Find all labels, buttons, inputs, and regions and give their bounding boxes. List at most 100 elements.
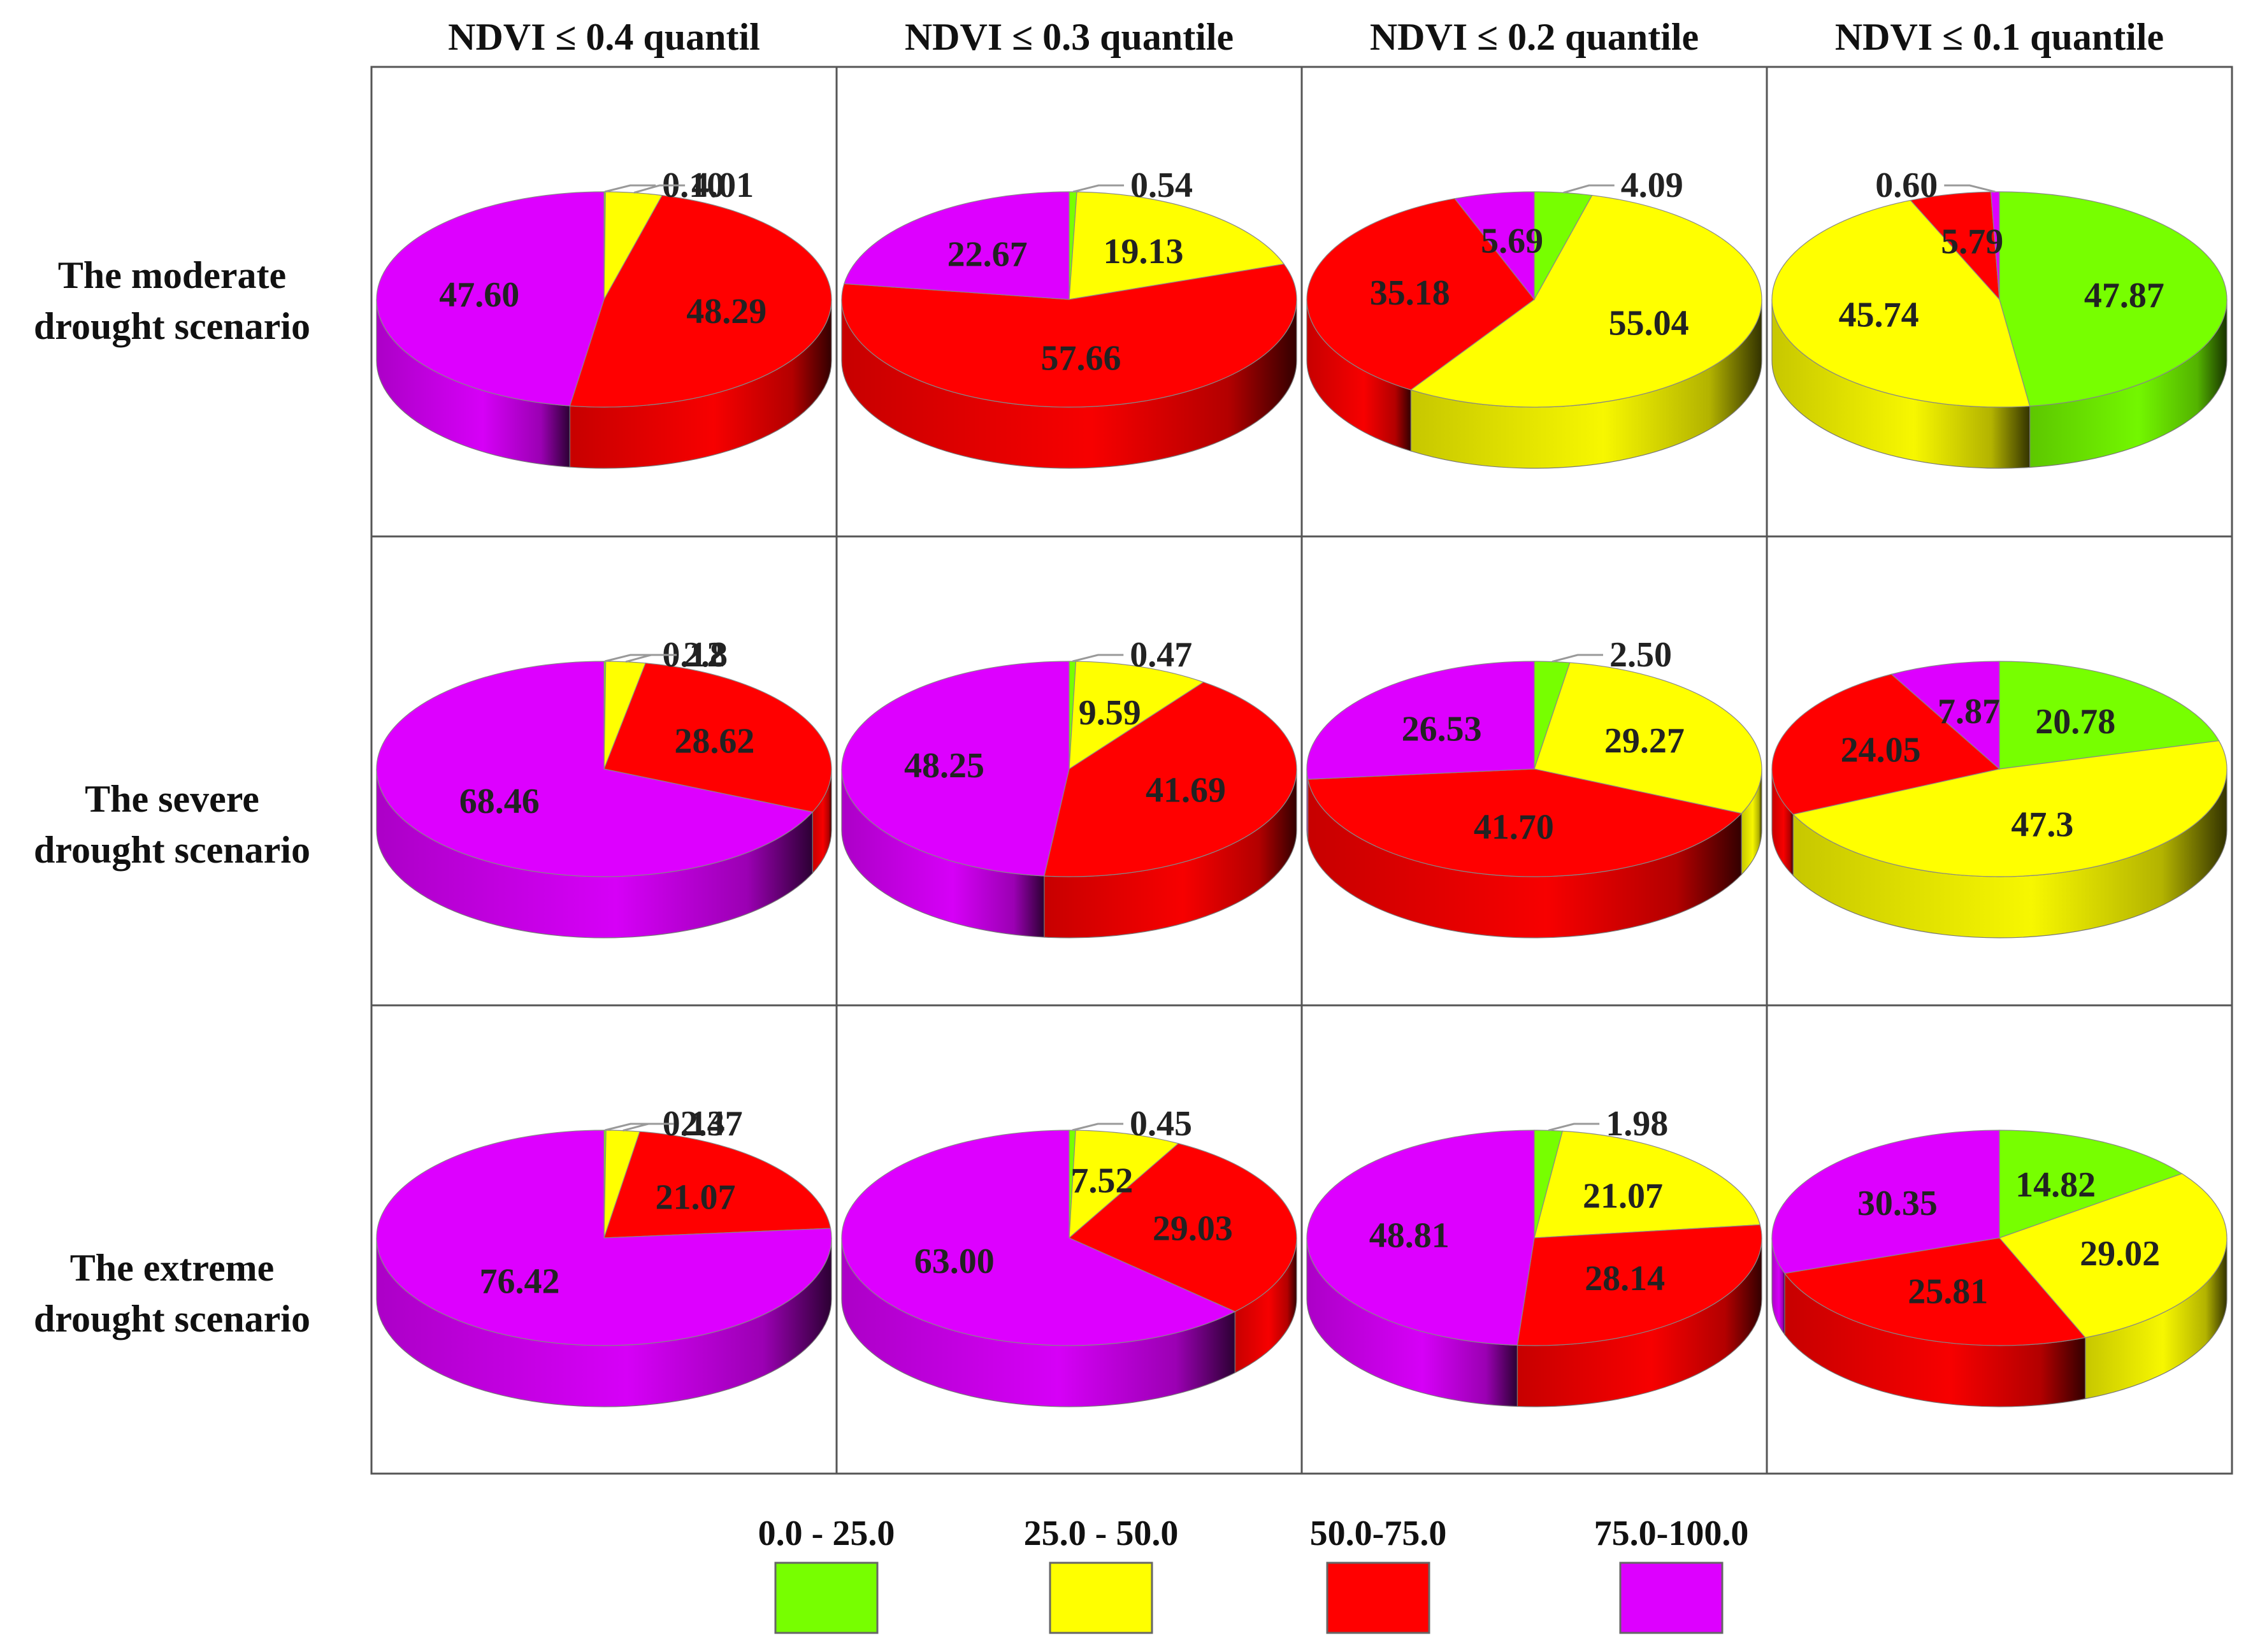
grid-lines [370,66,2233,1475]
pie-value-label: 7.87 [1938,692,2000,731]
pie-value-label: 29.02 [2080,1234,2160,1274]
pie-slice-0 [1999,661,2220,770]
pie-slice-3 [841,1130,1236,1346]
leader-line [1563,184,1615,194]
legend-swatch [774,1562,879,1634]
pie-slice-2 [1044,681,1297,877]
leader-line [633,184,686,194]
pie-value-label: 22.67 [947,235,1028,275]
pie-value-label: 47.60 [439,275,519,315]
pie-value-label: 29.03 [1153,1209,1233,1248]
pie-value-label: 5.69 [1481,222,1543,261]
pie-value-label: 26.53 [1402,710,1482,749]
pie-slice-2 [569,194,832,408]
pie-value-label: 45.74 [1839,296,1919,335]
pie-slice-1 [1069,1130,1179,1239]
pie-value-label: 21.07 [1583,1176,1663,1216]
leader-line [1548,1123,1600,1131]
pie-slice-3 [1306,1130,1535,1346]
pie-slice-1 [1998,1173,2228,1339]
pie-value-label: 0.47 [1130,635,1192,675]
pie-value-label: 21.07 [656,1178,736,1217]
column-title: NDVI ≤ 0.3 quantile [905,16,1234,58]
pie: 0.54 19.13 57.66 22.67 [841,166,1297,469]
pies: 0.104.0148.2947.600.5419.1357.6622.674.0… [376,166,2228,1407]
column-title: NDVI ≤ 0.4 quantil [448,16,760,58]
row-title: The extreme [70,1247,274,1289]
pie-value-label: 48.29 [686,292,767,331]
pie-value-label: 4.01 [691,166,754,205]
pie-value-label: 41.70 [1474,808,1554,847]
pie-value-label: 28.62 [674,721,754,761]
pie-slice-1 [1069,661,1205,770]
pie-value-label: 28.14 [1585,1259,1665,1298]
pie-slice-3 [1306,661,1535,780]
pie-value-label: 2.37 [680,1104,743,1144]
pie-value-label: 14.82 [2015,1165,2096,1205]
pie-value-label: 41.69 [1146,771,1226,810]
pie-slice-2 [1068,1143,1297,1312]
row-title: drought scenario [34,305,310,347]
pie-value-label: 4.09 [1621,166,1683,205]
pie-value-label: 68.46 [459,782,540,821]
pie-value-label: 20.78 [2035,702,2115,742]
pie: 0.45 7.52 29.03 63.00 [841,1104,1297,1407]
pie: 4.09 55.04 35.18 5.69 [1306,166,1762,469]
pie: 2.50 29.27 41.70 26.53 [1306,635,1762,938]
pie-value-label: 0.45 [1130,1104,1192,1144]
pie-value-label: 76.42 [479,1262,559,1302]
pie-value-label: 47.87 [2084,276,2164,315]
pie-slice-1 [1771,199,2031,408]
row-title: drought scenario [34,829,310,871]
titles: NDVI ≤ 0.4 quantil NDVI ≤ 0.3 quantile NDV… [34,16,2164,1340]
pie: 20.78 47.3 24.05 7.87 [1771,661,2228,938]
pie-slice-3 [376,1130,832,1346]
legend-label: 50.0-75.0 [1310,1514,1447,1553]
legend-swatch [1326,1562,1430,1634]
pie-slice-3 [841,661,1070,877]
legend-label: 0.0 - 25.0 [758,1514,895,1553]
pie-slice-3 [1771,1130,2000,1274]
leader-line [1072,654,1124,663]
pie-slice-1 [1409,194,1762,408]
pie-value-label: 2.50 [1609,635,1672,675]
pie-value-label: 55.04 [1609,304,1689,343]
pie-slice-0 [1999,191,2228,407]
pie-slice-1 [1792,740,2228,877]
pie-slice-2 [1771,673,2001,815]
pie-slice-1 [1534,1130,1761,1239]
leader-line [1072,1123,1124,1131]
row-title: The moderate [58,254,286,296]
pie-slice-2 [1306,198,1535,391]
pie-slice-2 [1307,768,1743,877]
pie-value-label: 29.27 [1604,721,1685,761]
pie-value-label: 19.13 [1103,232,1183,271]
pie: 47.87 45.74 5.790.60 [1771,166,2228,469]
legend-swatch [1049,1562,1153,1634]
pie-value-label: 9.59 [1079,693,1141,733]
pie-slice-3 [844,191,1070,300]
pie-value-label: 1.98 [1606,1104,1668,1144]
leader-line [1551,654,1604,663]
pie-slice-3 [376,191,605,406]
pie-slice-3 [1453,191,1535,301]
pie-slice-2 [603,1131,831,1239]
legend-swatch [1619,1562,1724,1634]
pie-value-label: 48.81 [1369,1216,1450,1256]
leader-line [1944,184,1996,193]
column-title: NDVI ≤ 0.1 quantile [1835,16,2164,58]
column-title: NDVI ≤ 0.2 quantile [1370,16,1699,58]
pie-value-label: 0.54 [1130,166,1193,205]
legend-label: 25.0 - 50.0 [1024,1514,1179,1553]
pie-value-label: 5.79 [1941,222,2003,261]
pie-value-label: 57.66 [1040,339,1121,378]
pie-value-label: 0.60 [1875,166,1938,205]
pie-slice-2 [1910,191,2000,301]
row-title: drought scenario [34,1298,310,1340]
pie-slice-2 [1783,1237,2086,1346]
